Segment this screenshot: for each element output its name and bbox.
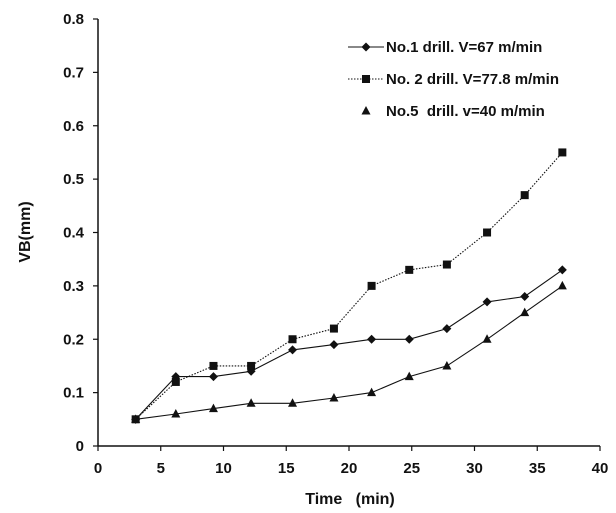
data-point [329, 340, 339, 350]
data-point [520, 292, 530, 302]
x-tick-label: 5 [157, 460, 165, 477]
data-point [367, 387, 377, 397]
data-point [208, 403, 218, 413]
data-point [520, 307, 530, 317]
series-line [135, 152, 563, 420]
y-tick-label: 0 [76, 438, 84, 455]
x-tick-label: 35 [529, 460, 546, 477]
legend-label: No. 2 drill. V=77.8 m/min [386, 71, 559, 88]
x-axis-title: Time (min) [305, 491, 395, 508]
data-point [442, 260, 451, 269]
legend-marker [362, 75, 370, 83]
data-point [329, 324, 338, 333]
y-tick-label: 0.3 [63, 278, 84, 295]
x-tick-label: 15 [278, 460, 295, 477]
data-point [558, 148, 567, 157]
ticks: 0 5 10 15 20 25 30 35 40 0 0.1 0.2 0.3 0.4 0.5 0.6 0.7 0.… [63, 11, 608, 477]
data-point [288, 345, 298, 355]
data-point [171, 408, 181, 418]
x-tick-label: 20 [341, 460, 358, 477]
data-point [131, 414, 141, 423]
y-tick-label: 0.5 [63, 171, 84, 188]
data-point [329, 392, 339, 402]
series-2 [131, 148, 567, 424]
data-point [557, 265, 567, 275]
series-line [135, 269, 563, 420]
legend-item-2: No. 2 drill. V=77.8 m/min [348, 71, 559, 88]
x-tick-label: 25 [403, 460, 420, 477]
data-point [405, 265, 414, 274]
x-tick-label: 40 [592, 460, 609, 477]
data-point [247, 361, 256, 370]
legend-item-3: No.5 drill. v=40 m/min [361, 103, 545, 120]
series-3 [131, 280, 567, 423]
data-point [520, 191, 529, 200]
legend-marker [361, 106, 371, 115]
data-point [367, 281, 376, 290]
y-tick-label: 0.4 [63, 225, 85, 242]
data-point [288, 398, 298, 407]
data-point [404, 334, 414, 344]
data-point [442, 324, 452, 334]
data-point [482, 297, 492, 307]
x-tick-label: 10 [215, 460, 232, 477]
data-point [208, 372, 218, 382]
data-point [367, 334, 377, 344]
legend: No.1 drill. V=67 m/min No. 2 drill. V=77.… [348, 39, 559, 120]
y-tick-label: 0.1 [63, 385, 84, 402]
data-point [482, 334, 492, 343]
series-layer [131, 148, 567, 424]
x-tick-label: 30 [466, 460, 483, 477]
series-line [135, 285, 563, 420]
legend-label: No.5 drill. v=40 m/min [386, 103, 545, 120]
series-1 [131, 265, 567, 424]
data-point [288, 335, 297, 344]
legend-label: No.1 drill. V=67 m/min [386, 39, 542, 56]
x-tick-label: 0 [94, 460, 102, 477]
y-tick-label: 0.6 [63, 118, 84, 135]
data-point [209, 361, 218, 370]
data-point [442, 360, 452, 370]
y-tick-label: 0.8 [63, 11, 84, 28]
y-tick-label: 0.2 [63, 331, 84, 348]
legend-marker [361, 42, 371, 52]
data-point [171, 377, 180, 386]
data-point [404, 371, 414, 381]
data-point [483, 228, 492, 237]
data-point [246, 398, 256, 407]
y-tick-label: 0.7 [63, 64, 84, 81]
legend-item-1: No.1 drill. V=67 m/min [348, 39, 542, 56]
data-point [557, 280, 567, 290]
y-axis-title: VB(mm) [17, 201, 34, 262]
